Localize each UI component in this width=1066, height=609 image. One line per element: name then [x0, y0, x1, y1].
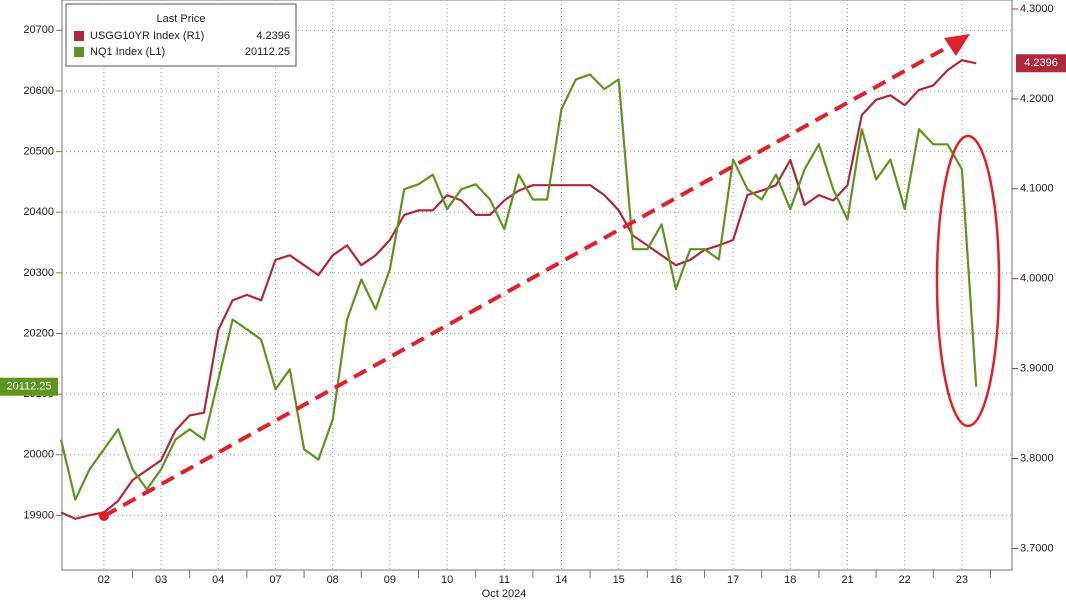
x-tick-label: 11	[499, 574, 510, 586]
legend-label: NQ1 Index (L1)	[90, 46, 165, 58]
x-tick-label: 23	[956, 574, 968, 586]
y2-tick-label: 3.8000	[1020, 452, 1054, 464]
series-line	[60, 59, 977, 520]
last-value-badge	[0, 377, 58, 396]
arrow-start	[99, 511, 109, 521]
series-line	[59, 73, 978, 501]
legend-swatch	[74, 31, 84, 41]
lines	[59, 59, 978, 520]
y-tick-label: 20200	[23, 327, 54, 339]
last-value-badge	[1016, 54, 1066, 73]
plot-area	[61, 0, 1013, 571]
x-tick-label: 22	[899, 574, 911, 586]
x-tick-label: 15	[613, 574, 625, 586]
trend-arrow	[103, 41, 956, 518]
legend-value: 4.2396	[256, 30, 290, 42]
x-tick-label: 07	[269, 574, 281, 586]
x-tick-label: 08	[327, 574, 339, 586]
x-tick-label: 02	[98, 574, 110, 586]
y-tick-label: 20600	[23, 85, 54, 97]
x-tick-label: 03	[155, 574, 167, 586]
y2-tick-label: 4.1000	[1020, 183, 1054, 195]
last-value-label: 4.2396	[1024, 57, 1058, 69]
y-tick-label: 20700	[23, 24, 54, 36]
y2-tick-label: 4.3000	[1020, 3, 1054, 15]
x-tick-label: 09	[384, 574, 396, 586]
arrow-head	[944, 34, 970, 56]
legend-title: Last Price	[157, 13, 206, 25]
x-tick-label: 16	[670, 574, 682, 586]
y-tick-label: 20500	[23, 146, 54, 158]
legend-box	[65, 3, 297, 67]
legend-label: USGG10YR Index (R1)	[90, 30, 204, 42]
y2-tick-label: 4.0000	[1020, 273, 1054, 285]
y2-tick-label: 4.2000	[1020, 93, 1054, 105]
x-tick-label: 10	[441, 574, 453, 586]
annotation	[99, 34, 1001, 521]
legend-value: 20112.25	[245, 46, 290, 58]
y2-tick-label: 3.9000	[1020, 363, 1054, 375]
y-tick-label: 20400	[23, 206, 54, 218]
highlight-ellipse	[935, 134, 1001, 428]
legend: Last Price USGG10YR Index (R1) 4.2396 NQ1 …	[65, 3, 297, 67]
y-tick-label: 20300	[23, 267, 54, 279]
x-tick-label: 04	[212, 574, 224, 586]
x-tick-label: 17	[727, 574, 739, 586]
y2-tick-label: 3.7000	[1020, 542, 1054, 554]
x-tick-label: 14	[555, 574, 567, 586]
legend-swatch	[74, 47, 84, 57]
x-tick-label: 21	[841, 574, 853, 586]
last-value-label: 20112.25	[6, 381, 51, 393]
y-tick-label: 20000	[23, 449, 54, 461]
x-tick-label: 18	[784, 574, 796, 586]
y-tick-label: 19900	[23, 509, 54, 521]
x-axis-label: Oct 2024	[482, 588, 527, 600]
